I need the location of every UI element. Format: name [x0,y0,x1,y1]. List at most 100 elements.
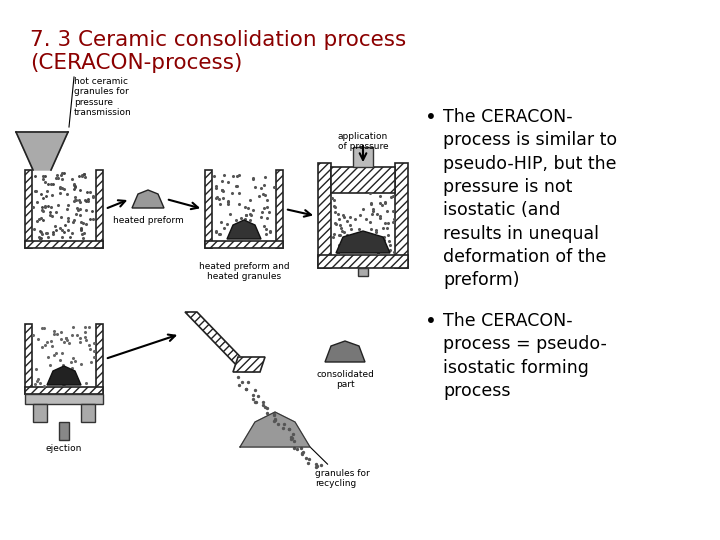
Point [338,213,350,221]
Point [32,375,44,383]
Point [385,192,397,201]
Point [344,221,356,230]
Point [261,213,273,222]
Point [210,194,222,202]
Point [79,195,91,204]
Point [364,231,376,239]
Point [264,228,276,237]
Point [376,242,387,251]
Point [32,335,44,343]
Point [244,216,256,225]
Point [57,226,68,234]
Point [338,237,349,246]
Bar [395,163,408,268]
Polygon shape [336,231,390,253]
Point [341,231,353,239]
Bar [276,170,283,248]
Point [44,208,55,217]
Point [75,334,86,343]
Point [214,199,225,208]
Point [74,205,86,213]
Text: heated preform: heated preform [112,216,184,225]
Point [77,234,89,243]
Point [76,230,88,238]
Point [29,380,40,389]
Point [333,215,344,224]
Point [334,231,346,239]
Point [27,202,39,211]
Bar [25,241,103,248]
Point [261,203,273,212]
Point [295,443,307,452]
Polygon shape [240,412,310,447]
Point [372,249,384,258]
Point [230,181,242,190]
Point [329,208,341,217]
Point [245,210,256,219]
Bar [33,404,47,422]
Point [225,229,236,238]
Point [345,212,356,221]
Point [69,181,81,190]
Point [210,227,222,236]
Point [338,228,350,237]
Point [81,197,92,206]
Point [210,184,222,192]
Point [372,240,383,249]
Text: application
of pressure: application of pressure [338,132,388,151]
Point [268,417,279,426]
Point [88,346,99,355]
Point [47,227,58,236]
Point [75,359,86,368]
Point [82,195,94,204]
Point [70,183,81,191]
Point [66,358,77,367]
Point [55,335,66,343]
Point [33,215,45,224]
Point [356,231,367,240]
Point [233,381,245,390]
Point [31,376,42,385]
Point [250,398,261,407]
Point [48,326,60,335]
Point [45,361,56,369]
Point [55,213,67,222]
Point [36,203,48,212]
Point [45,203,57,212]
Point [33,233,45,241]
Point [71,330,82,339]
Point [341,216,353,225]
Point [382,231,393,239]
Point [42,352,54,361]
Point [350,214,361,223]
Point [242,377,253,386]
Bar [318,163,331,268]
Point [45,179,57,188]
Point [288,436,300,445]
Point [52,330,63,339]
Point [330,219,341,227]
Point [304,454,315,463]
Point [240,202,251,211]
Point [224,210,235,218]
Point [292,445,303,454]
Point [48,330,60,339]
Point [58,227,70,236]
Point [256,207,268,216]
Point [249,398,261,407]
Point [296,449,307,457]
Point [73,196,85,205]
Point [222,197,233,206]
Point [62,205,73,214]
Point [54,224,66,233]
Point [46,341,58,350]
Point [214,195,225,204]
Point [335,224,346,232]
Point [70,193,81,201]
Point [244,195,256,204]
Point [315,461,327,470]
Point [215,230,226,239]
Point [37,172,49,181]
Point [60,334,72,342]
Bar [318,255,408,268]
